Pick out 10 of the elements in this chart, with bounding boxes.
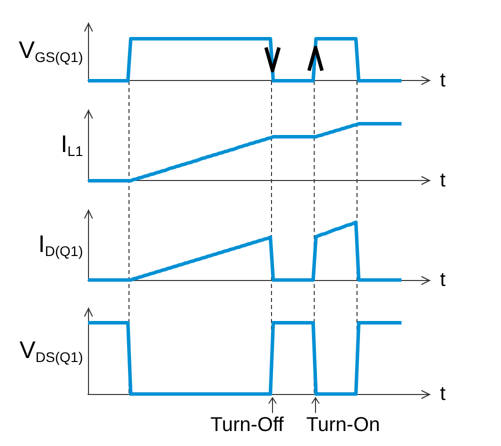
annotation: Turn-Off <box>210 414 284 436</box>
x-axis-title: t <box>440 170 446 192</box>
x-axis-title: t <box>440 269 446 291</box>
x-axis-title: t <box>440 70 446 92</box>
y-axis-title: I$_{D(Q1)}$ <box>38 230 83 258</box>
x-axis-title: t <box>440 383 446 405</box>
y-axis-title: V$_{DS(Q1)}$ <box>20 336 83 364</box>
y-axis-title: I$_{L1}$ <box>60 130 83 159</box>
annotation: Turn-On <box>306 414 380 436</box>
y-axis-title: V$_{GS(Q1)}$ <box>18 37 83 66</box>
